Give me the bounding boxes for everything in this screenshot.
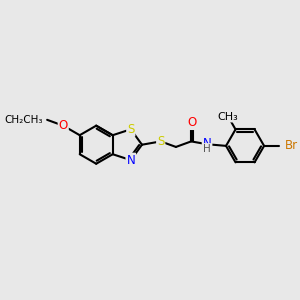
Text: S: S <box>157 135 164 148</box>
Text: Br: Br <box>285 140 298 152</box>
Text: CH₃: CH₃ <box>217 112 238 122</box>
Text: S: S <box>127 123 134 136</box>
Text: O: O <box>188 116 197 129</box>
Text: N: N <box>203 137 212 150</box>
Text: CH₂CH₃: CH₂CH₃ <box>5 115 43 125</box>
Text: H: H <box>203 144 211 154</box>
Text: N: N <box>126 154 135 166</box>
Text: O: O <box>58 119 68 132</box>
